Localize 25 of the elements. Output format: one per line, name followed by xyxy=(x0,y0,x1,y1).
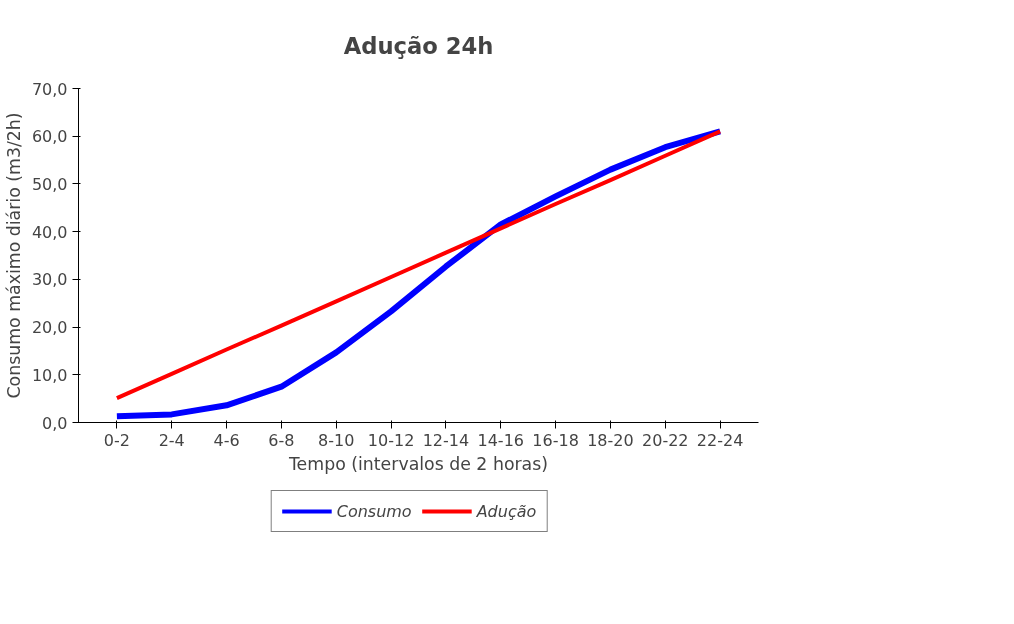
y-tick-label: 40,0 xyxy=(31,222,68,242)
y-tick-label: 30,0 xyxy=(31,270,68,290)
y-tick-label: 60,0 xyxy=(31,127,68,147)
y-tick-label: 50,0 xyxy=(31,174,68,194)
x-tick-label: 10-12 xyxy=(367,430,415,450)
x-tick-label: 2-4 xyxy=(158,430,185,450)
x-tick-label: 6-8 xyxy=(268,430,295,450)
x-tick-label: 16-18 xyxy=(532,430,579,450)
y-tick-label: 10,0 xyxy=(31,365,68,385)
x-tick-label: 12-14 xyxy=(422,430,470,450)
chart-title: Adução 24h xyxy=(343,32,494,59)
x-tick-label: 20-22 xyxy=(642,430,689,450)
x-tick-label: 22-24 xyxy=(696,430,744,450)
y-axis-title: Consumo máximo diário (m3/2h) xyxy=(3,112,24,399)
y-tick-label: 20,0 xyxy=(31,318,68,338)
x-axis-title: Tempo (intervalos de 2 horas) xyxy=(287,453,549,474)
x-tick-label: 0-2 xyxy=(103,430,130,450)
x-tick-label: 8-10 xyxy=(318,430,355,450)
legend-label: Adução xyxy=(476,501,537,521)
x-tick-label: 14-16 xyxy=(477,430,525,450)
y-tick-label: 0,0 xyxy=(42,413,68,433)
x-tick-label: 18-20 xyxy=(587,430,634,450)
legend-label: Consumo xyxy=(336,501,412,521)
y-tick-label: 70,0 xyxy=(31,79,68,99)
x-tick-label: 4-6 xyxy=(213,430,240,450)
